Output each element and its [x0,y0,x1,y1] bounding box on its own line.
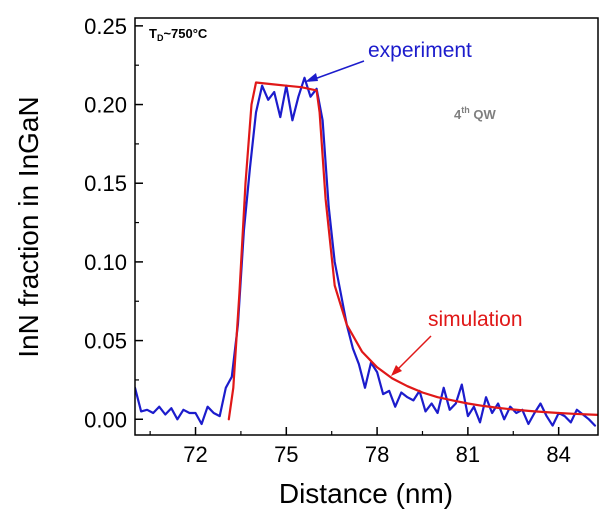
y-axis: 0.00 0.05 0.10 0.15 0.20 0.25 [84,14,143,432]
x-tick-label: 72 [183,442,207,467]
experiment-arrow [308,60,365,82]
x-tick-label: 75 [274,442,298,467]
x-tick-label: 84 [546,442,570,467]
y-tick-label: 0.25 [84,14,127,39]
quantum-well-annotation: 4th QW [454,105,496,122]
y-tick-label: 0.10 [84,250,127,275]
x-axis-title: Distance (nm) [279,478,453,509]
y-tick-label: 0.20 [84,93,127,118]
simulation-label: simulation [428,308,523,331]
series-line-simulation [227,81,598,421]
simulation-arrow [394,335,432,373]
quantum-well-annotation-label: QW [470,107,497,122]
experiment-arrowhead [305,73,318,82]
temperature-annotation: TD~750°C [149,26,208,43]
temperature-annotation-symbol: T [149,26,157,41]
x-tick-label: 81 [456,442,480,467]
y-tick-label: 0.00 [84,407,127,432]
x-axis: 72 75 78 81 84 [149,427,571,467]
plot-lines [135,76,598,427]
experiment-label: experiment [368,39,472,62]
x-tick-label: 78 [365,442,389,467]
temperature-annotation-subscript: D [157,33,164,43]
quantum-well-annotation-number: 4 [454,107,462,122]
temperature-annotation-value: ~750°C [163,26,207,41]
y-tick-label: 0.15 [84,171,127,196]
y-axis-title: InN fraction in InGaN [13,96,44,357]
y-tick-label: 0.05 [84,329,127,354]
plot-frame [134,17,599,436]
series-line-experiment [135,76,597,427]
quantum-well-annotation-superscript: th [461,105,470,115]
simulation-arrowhead [391,365,402,376]
